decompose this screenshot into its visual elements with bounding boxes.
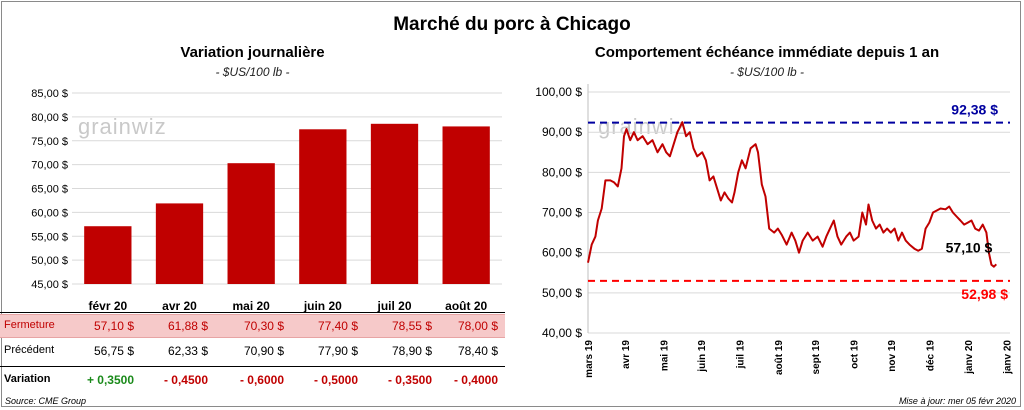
y-tick-label: 50,00 $ [542, 286, 582, 300]
table-cell: 61,88 $ [167, 319, 208, 333]
table-divider [0, 312, 505, 313]
y-tick-label: 55,00 $ [31, 231, 68, 243]
x-tick-label: févr 20 [88, 299, 127, 313]
x-tick-label: mai 19 [660, 340, 671, 372]
bar [299, 129, 347, 284]
line-chart-unit: - $US/100 lb - [729, 65, 805, 79]
row-label: Variation [4, 373, 51, 385]
table-row-variation: Variation + 0,3500 - 0,4500 - 0,6000 - 0… [0, 369, 505, 391]
x-tick-label: juil 19 [735, 340, 746, 370]
y-tick-label: 45,00 $ [31, 279, 68, 291]
bar [370, 123, 419, 284]
bar-chart-unit: - $US/100 lb - [215, 65, 290, 79]
bar [155, 203, 204, 284]
table-cell: 78,55 $ [391, 319, 432, 333]
table-cell: - 0,4500 [163, 373, 208, 387]
table-cell: - 0,4000 [453, 373, 498, 387]
table-cell: 77,40 $ [317, 319, 358, 333]
max-label: 92,38 $ [951, 102, 998, 118]
x-tick-label: avr 19 [621, 340, 632, 369]
y-tick-label: 70,00 $ [31, 160, 68, 172]
x-tick-label: oct 19 [850, 340, 861, 369]
x-tick-label: juin 19 [697, 340, 708, 373]
y-tick-label: 40,00 $ [542, 326, 582, 340]
line-chart: 40,00 $ 50,00 $ 60,00 $ 70,00 $ 80,00 $ 90,00… [535, 84, 1013, 378]
table-cell: 78,90 $ [391, 344, 432, 358]
page-title: Marché du porc à Chicago [393, 14, 631, 35]
row-label: Précédent [4, 344, 55, 356]
table-row-fermeture: Fermeture 57,10 $ 61,88 $ 70,30 $ 77,40 … [0, 314, 505, 338]
min-label: 52,98 $ [961, 286, 1008, 302]
price-series-line [587, 121, 998, 268]
x-tick-label: juin 20 [303, 299, 342, 313]
table-cell: - 0,6000 [239, 373, 284, 387]
y-tick-label: 80,00 $ [542, 165, 582, 179]
table-cell: + 0,3500 [86, 373, 134, 387]
table-cell: 70,90 $ [243, 344, 284, 358]
update-note: Mise à jour: mer 05 févr 2020 [898, 396, 1016, 406]
x-tick-label: avr 20 [162, 299, 197, 313]
table-cell: 78,00 $ [457, 319, 498, 333]
last-value-label: 57,10 $ [946, 239, 993, 255]
y-tick-label: 60,00 $ [31, 207, 68, 219]
table-cell: 62,33 $ [167, 344, 208, 358]
y-tick-label: 90,00 $ [542, 125, 582, 139]
table-cell: 56,75 $ [93, 344, 134, 358]
watermark-logo: grainwiz [78, 114, 167, 139]
bar [227, 163, 275, 284]
table-cell: 70,30 $ [243, 319, 284, 333]
table-divider [0, 366, 505, 367]
table-row-precedent: Précédent 56,75 $ 62,33 $ 70,90 $ 77,90 … [0, 340, 505, 362]
y-tick-label: 65,00 $ [31, 184, 68, 196]
y-tick-label: 100,00 $ [535, 85, 582, 99]
table-cell: - 0,3500 [387, 373, 432, 387]
table-cell: 57,10 $ [93, 319, 134, 333]
x-tick-label: juil 20 [376, 299, 411, 313]
x-tick-label: déc 19 [925, 340, 936, 372]
bar [84, 226, 132, 284]
y-tick-label: 85,00 $ [31, 88, 68, 100]
x-tick-label: août 19 [774, 340, 785, 375]
bar-chart: 45,00 $ 50,00 $ 55,00 $ 60,00 $ 65,00 $ 70,00… [31, 88, 502, 313]
bar-chart-title: Variation journalière [180, 44, 325, 61]
table-cell: - 0,5000 [313, 373, 358, 387]
y-tick-label: 50,00 $ [31, 255, 68, 267]
x-tick-label: nov 19 [887, 340, 898, 372]
y-tick-label: 80,00 $ [31, 112, 68, 124]
table-cell: 77,90 $ [317, 344, 358, 358]
y-tick-label: 75,00 $ [31, 136, 68, 148]
x-tick-label: août 20 [445, 299, 487, 313]
source-note: Source: CME Group [5, 396, 87, 406]
x-tick-label: mai 20 [232, 299, 270, 313]
line-chart-title: Comportement échéance immédiate depuis 1… [594, 44, 940, 61]
x-tick-label: mars 19 [584, 340, 595, 378]
x-tick-label: janv 20 [1002, 340, 1013, 375]
y-tick-label: 70,00 $ [542, 206, 582, 220]
x-tick-label: sept 19 [811, 340, 822, 375]
x-tick-label: janv 20 [964, 340, 975, 375]
bar [442, 126, 490, 284]
row-label: Fermeture [4, 319, 55, 331]
y-tick-label: 60,00 $ [542, 246, 582, 260]
table-cell: 78,40 $ [457, 344, 498, 358]
watermark-logo: grainwiz [598, 114, 687, 139]
